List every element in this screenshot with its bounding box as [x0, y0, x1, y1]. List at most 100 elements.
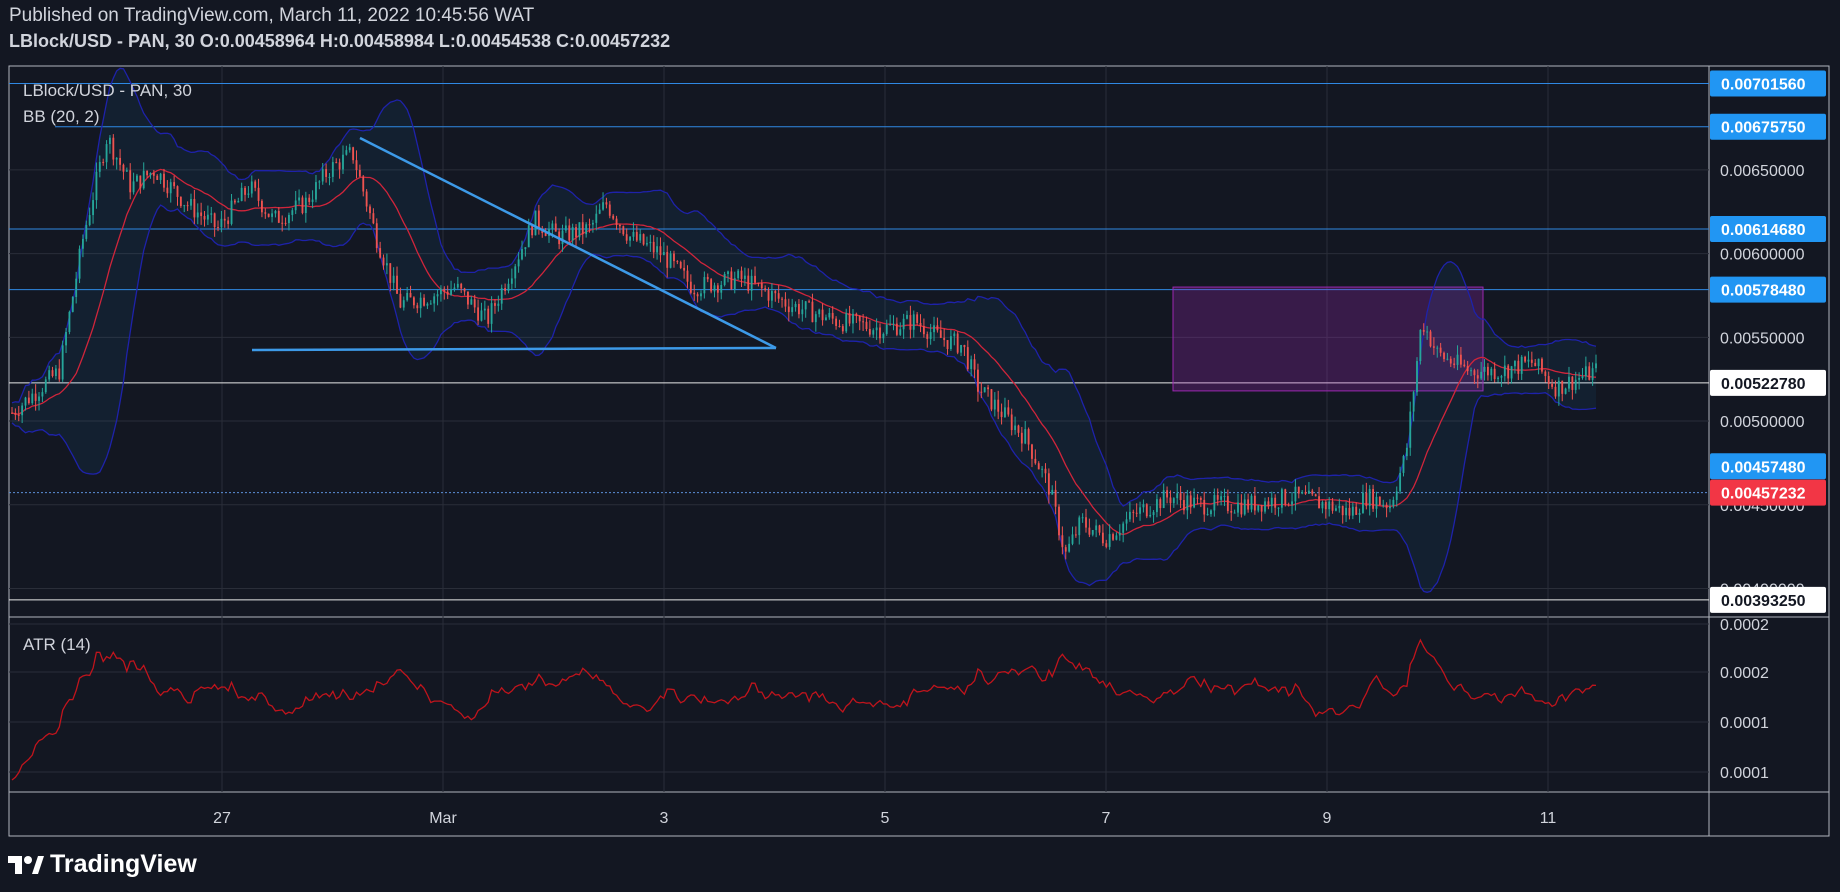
candle-body	[1112, 534, 1114, 540]
candle-body	[122, 164, 125, 172]
candle-body	[1554, 386, 1557, 397]
candle-body	[1095, 525, 1098, 531]
candle-body	[1226, 496, 1229, 512]
candle-body	[811, 301, 814, 323]
candle-body	[429, 303, 432, 305]
candle-body	[423, 297, 425, 306]
candle-body	[1216, 495, 1219, 500]
candle-body	[436, 294, 439, 297]
candle-body	[480, 310, 483, 321]
candle-body	[190, 198, 192, 206]
candle-body	[1220, 496, 1223, 500]
candle-body	[1247, 499, 1250, 510]
candle-body	[798, 303, 800, 315]
candle-body	[17, 414, 20, 416]
candle-body	[352, 147, 355, 161]
candle-body	[1378, 496, 1381, 506]
candle-body	[710, 279, 713, 292]
candle-body	[1307, 490, 1310, 494]
candle-body	[733, 278, 736, 289]
candle-body	[41, 392, 44, 397]
candle-body	[1172, 498, 1175, 504]
price-label: 0.00614680	[1721, 222, 1806, 239]
candle-body	[642, 234, 645, 245]
candle-body	[960, 345, 962, 353]
candle-body	[1098, 525, 1101, 533]
candle-body	[845, 313, 848, 332]
candle-body	[689, 281, 692, 293]
price-tick-label: 0.00600000	[1720, 247, 1805, 264]
x-tick-label: 11	[1540, 810, 1557, 827]
candle-body	[483, 308, 486, 311]
candle-body	[203, 215, 206, 220]
candle-body	[784, 299, 787, 307]
candle-body	[997, 399, 1000, 412]
price-label: 0.00675750	[1721, 120, 1806, 137]
candle-body	[1314, 494, 1317, 497]
candle-body	[956, 333, 959, 353]
candle-body	[1530, 359, 1533, 363]
candle-body	[261, 200, 263, 213]
candle-body	[230, 200, 233, 224]
candle-body	[1156, 499, 1158, 513]
candle-body	[510, 278, 513, 284]
candle-body	[1034, 458, 1037, 464]
candle-body	[264, 212, 267, 214]
candle-body	[355, 160, 358, 171]
candle-body	[321, 169, 324, 182]
candle-body	[1037, 463, 1040, 470]
candle-body	[1493, 368, 1496, 380]
candle-body	[284, 222, 287, 224]
candle-body	[166, 187, 169, 194]
candle-body	[808, 301, 810, 303]
symbol-ohlc-header: LBlock/USD - PAN, 30 O:0.00458964 H:0.00…	[9, 31, 670, 52]
candle-body	[895, 323, 898, 335]
candle-body	[250, 181, 253, 194]
candle-body	[720, 284, 723, 293]
candle-body	[561, 230, 564, 245]
candle-body	[456, 283, 459, 288]
candle-body	[1085, 517, 1087, 528]
candle-body	[416, 305, 419, 309]
candle-body	[325, 169, 328, 177]
candle-body	[872, 330, 875, 335]
candle-body	[1557, 380, 1560, 397]
candle-body	[1537, 358, 1540, 367]
candle-body	[544, 233, 547, 236]
candle-body	[1277, 507, 1280, 509]
price-label: 0.00701560	[1721, 76, 1806, 93]
candle-body	[149, 172, 152, 176]
candle-body	[129, 170, 132, 193]
candle-body	[1486, 366, 1489, 376]
candle-body	[369, 206, 371, 214]
candle-body	[156, 175, 159, 180]
price-label: 0.00522780	[1721, 376, 1806, 393]
candle-body	[1514, 360, 1516, 367]
candle-body	[1382, 504, 1385, 506]
candle-body	[1264, 501, 1266, 512]
legend-symbol: LBlock/USD - PAN, 30	[23, 81, 192, 100]
candle-body	[1051, 489, 1054, 495]
ohlc-2: L:0.00454538	[433, 31, 552, 51]
candle-body	[318, 181, 321, 183]
candle-body	[44, 379, 47, 393]
candle-body	[71, 296, 74, 312]
candle-body	[1456, 354, 1459, 365]
candle-body	[34, 393, 37, 401]
candle-body	[936, 325, 939, 331]
candle-body	[1328, 501, 1331, 510]
candle-body	[615, 218, 618, 225]
candle-body	[500, 288, 503, 304]
candle-body	[193, 198, 196, 218]
candle-body	[916, 314, 919, 323]
x-tick-label: 3	[660, 810, 669, 827]
candle-body	[433, 296, 436, 304]
candle-body	[619, 224, 621, 227]
candle-body	[1250, 495, 1253, 510]
legend-atr: ATR (14)	[23, 635, 91, 654]
candle-body	[1574, 379, 1577, 390]
candle-body	[1362, 492, 1364, 513]
candle-body	[1541, 358, 1543, 372]
candle-body	[649, 241, 652, 244]
